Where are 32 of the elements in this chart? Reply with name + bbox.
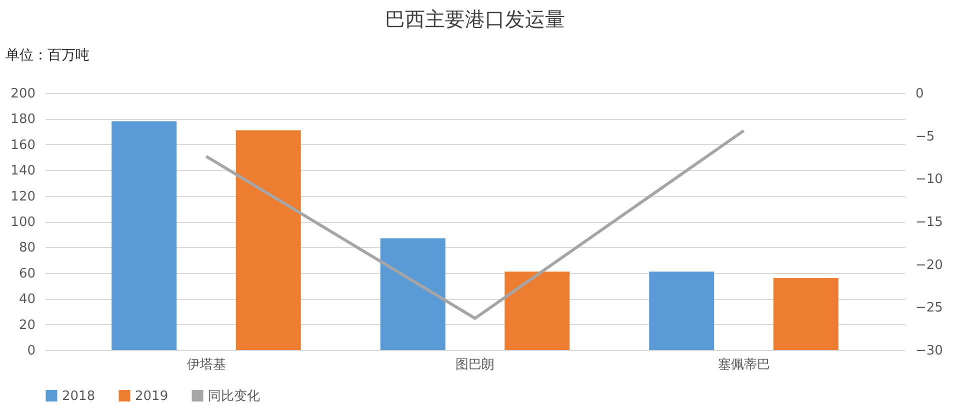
y2-tick-label: −5 [916, 129, 935, 144]
bar [236, 130, 301, 350]
y-tick-label: 160 [10, 138, 36, 153]
y2-tick-label: −25 [916, 300, 943, 316]
bar [773, 278, 838, 350]
y2-tick-label: −10 [916, 172, 943, 188]
y2-tick-label: −30 [916, 344, 943, 358]
y-tick-label: 60 [18, 266, 36, 282]
y-tick-label: 100 [10, 215, 36, 230]
bar [504, 272, 570, 350]
bar [112, 121, 177, 350]
legend-label: 2019 [135, 388, 168, 404]
y-tick-label: 0 [27, 344, 36, 358]
y-tick-label: 180 [10, 112, 36, 128]
y-axis-title: 单位：百万吨 [6, 48, 90, 64]
y-tick-label: 40 [18, 292, 36, 308]
y-tick-label: 80 [18, 240, 36, 256]
x-tick-label: 伊塔基 [186, 358, 226, 372]
y2-tick-label: 0 [916, 86, 924, 102]
chart-title: 巴西主要港口发运量 [385, 7, 565, 31]
y2-tick-label: −20 [916, 258, 943, 273]
y-tick-label: 120 [10, 189, 36, 204]
y-tick-label: 140 [10, 164, 36, 179]
legend-label: 同比变化 [208, 388, 260, 404]
x-tick-label: 塞佩蒂巴 [718, 356, 770, 372]
y-tick-label: 20 [18, 318, 36, 333]
y-tick-label: 200 [10, 86, 36, 102]
x-tick-label: 图巴朗 [456, 356, 494, 372]
bar [380, 238, 446, 350]
bar [649, 272, 714, 350]
legend-label: 2018 [62, 388, 96, 404]
y2-tick-label: −15 [916, 215, 943, 230]
